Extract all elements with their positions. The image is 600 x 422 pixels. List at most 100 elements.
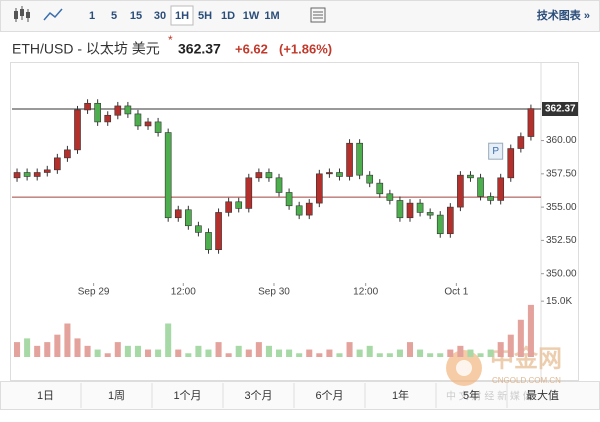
watermark-slogan: 中 文 财 经 新 媒 体 xyxy=(446,390,533,403)
candle-body xyxy=(144,121,152,127)
candle-body xyxy=(527,108,535,137)
candle-body xyxy=(124,105,132,115)
candle-body xyxy=(174,209,182,219)
x-tick-label: Sep 30 xyxy=(258,287,290,298)
y-tick-label: 352.50 xyxy=(546,235,577,246)
volume-bar xyxy=(497,342,504,357)
candle-body xyxy=(215,212,222,251)
candle-body xyxy=(43,169,51,173)
interval-button[interactable]: 5 xyxy=(111,10,117,22)
candle-body xyxy=(13,172,21,179)
volume-bar xyxy=(477,353,484,357)
candle-body xyxy=(416,202,424,213)
interval-button[interactable]: 5H xyxy=(198,10,212,22)
candle-body xyxy=(336,172,343,177)
candle-body xyxy=(54,157,61,171)
volume-bar xyxy=(527,304,534,357)
volume-bar xyxy=(386,353,393,357)
volume-bar xyxy=(467,349,474,357)
star: * xyxy=(168,33,173,47)
interval-button[interactable]: 1H xyxy=(175,10,189,22)
candle-body xyxy=(457,174,464,208)
volume-bar xyxy=(296,353,303,357)
volume-bar xyxy=(517,319,524,357)
volume-bar xyxy=(114,342,121,357)
range-button[interactable]: 5年 xyxy=(463,388,480,402)
watermark-domain: CNGOLD.COM.CN xyxy=(492,376,561,385)
candle-body xyxy=(326,172,333,175)
candle-body xyxy=(477,177,484,197)
volume-bar xyxy=(185,353,192,357)
x-tick-label: 12:00 xyxy=(171,287,196,298)
candle-body xyxy=(114,105,122,116)
y-tick-label: 360.00 xyxy=(546,135,577,146)
candle-body xyxy=(245,177,253,209)
symbol: ETH/USD - 以太坊 美元 xyxy=(12,41,160,57)
x-tick-label: 12:00 xyxy=(353,287,378,298)
volume-bar xyxy=(316,353,323,357)
candle-body xyxy=(74,109,81,151)
interval-button[interactable]: 1M xyxy=(264,10,279,22)
volume-bar xyxy=(396,349,403,357)
volume-bar xyxy=(507,334,514,357)
line-icon[interactable] xyxy=(43,8,63,21)
volume-bar xyxy=(104,353,111,357)
volume-bar xyxy=(134,345,141,357)
volume-bar xyxy=(265,345,272,357)
volume-bar xyxy=(84,345,91,357)
interval-button[interactable]: 1W xyxy=(243,10,260,22)
volume-bar xyxy=(326,349,333,357)
volume-bar xyxy=(275,349,283,357)
candle-body xyxy=(255,172,263,179)
candle-body xyxy=(366,174,374,184)
volume-bar xyxy=(306,349,313,357)
interval-button[interactable]: 1D xyxy=(221,10,235,22)
volume-bar xyxy=(376,353,383,357)
technical-chart-link[interactable]: 技术图表 » xyxy=(537,8,590,22)
range-bar xyxy=(0,381,600,410)
range-button[interactable]: 1日 xyxy=(37,390,54,402)
marker-label[interactable]: P xyxy=(492,146,499,157)
settings-icon[interactable] xyxy=(310,7,326,23)
volume-bar xyxy=(437,353,444,357)
candle-body xyxy=(376,182,384,195)
volume-bar xyxy=(195,345,202,357)
toolbar xyxy=(0,0,600,32)
candle-body xyxy=(94,102,101,123)
y-tick-label: 355.00 xyxy=(546,202,577,213)
range-button[interactable]: 1个月 xyxy=(173,389,201,402)
candle-body xyxy=(346,142,353,177)
interval-button[interactable]: 15 xyxy=(130,10,142,22)
volume-bar xyxy=(215,342,222,357)
range-button[interactable]: 最大值 xyxy=(526,388,559,402)
volume-bar xyxy=(124,345,131,357)
volume-bar xyxy=(235,345,242,357)
volume-bar xyxy=(54,334,61,357)
volume-bar xyxy=(427,353,434,357)
range-button[interactable]: 3个月 xyxy=(244,389,272,402)
volume-bar xyxy=(487,349,494,357)
watermark-logo-inner xyxy=(456,360,472,376)
candle-body xyxy=(446,206,454,235)
interval-button[interactable]: 30 xyxy=(154,10,166,22)
candle-body xyxy=(406,202,414,219)
candle-body xyxy=(164,132,172,219)
volume-bar xyxy=(34,345,41,357)
marker-box[interactable] xyxy=(488,142,504,160)
candle-body xyxy=(84,102,91,111)
candle-icon[interactable] xyxy=(14,6,30,22)
range-button[interactable]: 1周 xyxy=(108,389,125,402)
candle-body xyxy=(386,193,394,201)
volume-bar xyxy=(286,349,293,357)
range-button[interactable]: 1年 xyxy=(392,388,409,402)
change: +6.62 xyxy=(235,41,268,56)
interval-button[interactable]: 1 xyxy=(89,10,95,22)
volume-bar xyxy=(175,349,182,357)
range-button[interactable]: 6个月 xyxy=(315,389,343,402)
candle-body xyxy=(33,172,41,177)
active-interval-box xyxy=(170,5,194,26)
candle-body xyxy=(497,177,505,201)
volume-bar xyxy=(64,323,71,357)
candle-body xyxy=(295,205,303,216)
